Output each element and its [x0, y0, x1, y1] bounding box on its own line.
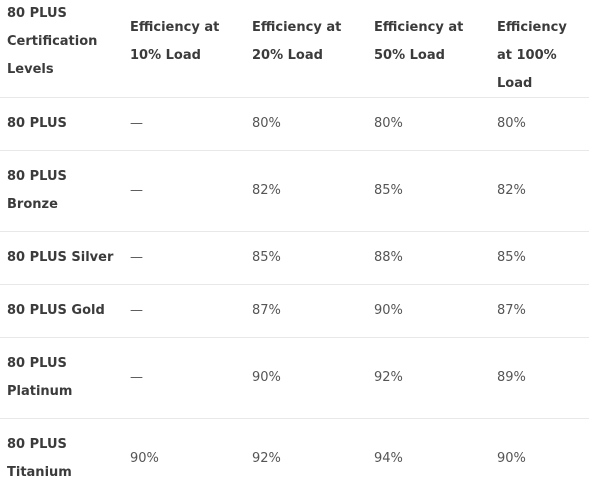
- header-cell-10-load: Efficiency at 10% Load: [130, 20, 220, 63]
- value-10-load: —: [130, 183, 143, 198]
- table-row: 80 PLUS Platinum — 90% 92% 89%: [0, 338, 589, 419]
- table-header-row: 80 PLUS Certification Levels Efficiency …: [0, 0, 589, 98]
- value-50-load: 92%: [374, 370, 403, 385]
- table-row: 80 PLUS — 80% 80% 80%: [0, 98, 589, 151]
- value-50-load: 85%: [374, 183, 403, 198]
- value-20-load: 90%: [252, 370, 281, 385]
- value-10-load: —: [130, 250, 143, 265]
- header-cell-100-load: Efficiency at 100% Load: [497, 20, 567, 91]
- row-label: 80 PLUS Silver: [7, 250, 114, 265]
- table-row: 80 PLUS Bronze — 82% 85% 82%: [0, 151, 589, 232]
- value-20-load: 85%: [252, 250, 281, 265]
- value-50-load: 90%: [374, 303, 403, 318]
- value-20-load: 80%: [252, 116, 281, 131]
- value-20-load: 92%: [252, 451, 281, 466]
- table-row: 80 PLUS Silver — 85% 88% 85%: [0, 232, 589, 285]
- header-cell-50-load: Efficiency at 50% Load: [374, 20, 464, 63]
- table-row: 80 PLUS Titanium 90% 92% 94% 90%: [0, 419, 589, 489]
- row-label: 80 PLUS: [7, 116, 67, 131]
- value-100-load: 82%: [497, 183, 526, 198]
- value-10-load: —: [130, 116, 143, 131]
- value-100-load: 85%: [497, 250, 526, 265]
- value-100-load: 90%: [497, 451, 526, 466]
- value-100-load: 87%: [497, 303, 526, 318]
- value-100-load: 89%: [497, 370, 526, 385]
- header-cell-certification-level: 80 PLUS Certification Levels: [7, 6, 98, 77]
- value-100-load: 80%: [497, 116, 526, 131]
- value-50-load: 88%: [374, 250, 403, 265]
- value-20-load: 87%: [252, 303, 281, 318]
- value-10-load: —: [130, 370, 143, 385]
- value-10-load: 90%: [130, 451, 159, 466]
- value-50-load: 94%: [374, 451, 403, 466]
- value-10-load: —: [130, 303, 143, 318]
- value-20-load: 82%: [252, 183, 281, 198]
- table-row: 80 PLUS Gold — 87% 90% 87%: [0, 285, 589, 338]
- value-50-load: 80%: [374, 116, 403, 131]
- row-label: 80 PLUS Platinum: [7, 356, 73, 399]
- row-label: 80 PLUS Titanium: [7, 437, 72, 480]
- header-cell-20-load: Efficiency at 20% Load: [252, 20, 342, 63]
- row-label: 80 PLUS Bronze: [7, 169, 67, 212]
- row-label: 80 PLUS Gold: [7, 303, 105, 318]
